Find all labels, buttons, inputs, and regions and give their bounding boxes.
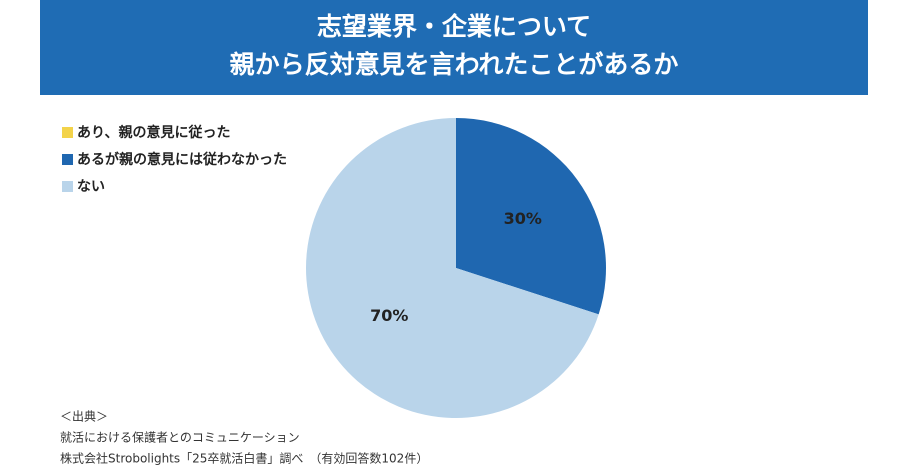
- data-label: 30%: [504, 209, 542, 228]
- pie-slice: [456, 118, 606, 315]
- legend-swatch: [62, 127, 73, 138]
- legend-label: あり、親の意見に従った: [77, 124, 230, 141]
- source-note: ＜出典＞: [60, 410, 108, 424]
- legend-swatch: [62, 154, 73, 165]
- pie-slice: [306, 118, 599, 419]
- source-note: 就活における保護者とのコミュニケーション: [60, 430, 300, 445]
- legend-swatch: [62, 181, 73, 192]
- data-label: 70%: [370, 306, 408, 325]
- title-banner: [40, 0, 868, 95]
- chart-title: 親から反対意見を言われたことがあるか: [230, 50, 679, 79]
- source-note: 株式会社Strobolights「25卒就活白書」調べ （有効回答数102件）: [60, 451, 428, 466]
- chart-title: 志望業界・企業について: [317, 12, 591, 41]
- legend-label: ない: [77, 179, 105, 195]
- legend-label: あるが親の意見には従わなかった: [77, 151, 287, 168]
